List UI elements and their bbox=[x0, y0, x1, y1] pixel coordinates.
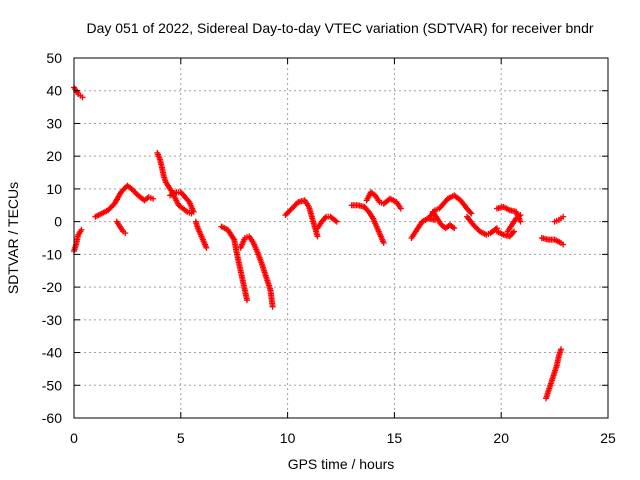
data-point bbox=[397, 205, 404, 212]
data-point bbox=[558, 346, 565, 353]
data-point bbox=[78, 226, 85, 233]
y-tick-label: -10 bbox=[42, 246, 62, 262]
y-tick-label: 30 bbox=[46, 115, 62, 131]
x-tick-label: 5 bbox=[177, 430, 185, 446]
data-point bbox=[150, 195, 157, 202]
data-point bbox=[203, 244, 210, 251]
data-point bbox=[511, 228, 518, 235]
data-point bbox=[333, 218, 340, 225]
series-s22 bbox=[551, 213, 567, 225]
y-tick-label: 40 bbox=[46, 83, 62, 99]
x-tick-label: 10 bbox=[280, 430, 296, 446]
series-s1 bbox=[71, 84, 86, 101]
axes bbox=[73, 57, 609, 419]
x-axis-label: GPS time / hours bbox=[288, 456, 395, 472]
data-series bbox=[71, 84, 567, 402]
data-point bbox=[269, 303, 276, 310]
data-point bbox=[451, 225, 458, 232]
x-tick-label: 15 bbox=[387, 430, 403, 446]
data-point bbox=[509, 229, 516, 236]
series-s3 bbox=[92, 182, 157, 220]
tick-labels: 0 5 10 15 20 25 -60 -50 -40 -30 -20 -10 0 10 20 30 40 50 bbox=[42, 50, 616, 446]
series-s10 bbox=[282, 197, 321, 240]
x-tick-label: 0 bbox=[70, 430, 78, 446]
data-point bbox=[314, 233, 321, 240]
data-point bbox=[122, 230, 129, 237]
series-s12 bbox=[348, 202, 387, 246]
data-point bbox=[79, 94, 86, 101]
series-s5 bbox=[154, 149, 195, 217]
series-s20 bbox=[504, 212, 524, 235]
y-tick-label: -60 bbox=[42, 410, 62, 426]
data-point bbox=[190, 208, 197, 215]
series-s8 bbox=[218, 223, 251, 304]
grid-lines bbox=[74, 58, 608, 418]
series-s6 bbox=[167, 189, 197, 215]
y-axis-label: SDTVAR / TECUs bbox=[5, 182, 21, 294]
series-s11 bbox=[314, 213, 340, 232]
x-tick-label: 20 bbox=[493, 430, 509, 446]
data-point bbox=[332, 217, 339, 224]
data-point bbox=[468, 210, 475, 217]
series-s4 bbox=[113, 218, 129, 237]
x-tick-label: 25 bbox=[600, 430, 616, 446]
data-point bbox=[560, 213, 567, 220]
data-point bbox=[244, 297, 251, 304]
y-tick-label: 50 bbox=[46, 50, 62, 66]
y-tick-label: -50 bbox=[42, 377, 62, 393]
y-tick-label: 20 bbox=[46, 148, 62, 164]
series-s19 bbox=[493, 228, 518, 240]
y-tick-label: -40 bbox=[42, 345, 62, 361]
y-tick-label: -30 bbox=[42, 312, 62, 328]
series-s21 bbox=[538, 235, 567, 248]
series-s9 bbox=[237, 233, 276, 310]
series-s15 bbox=[425, 192, 475, 222]
series-s13 bbox=[363, 189, 404, 212]
data-point bbox=[321, 214, 328, 221]
data-point bbox=[517, 212, 524, 219]
series-s23 bbox=[543, 346, 565, 402]
chart-title: Day 051 of 2022, Sidereal Day-to-day VTE… bbox=[86, 20, 593, 36]
series-s2 bbox=[71, 226, 85, 255]
data-point bbox=[560, 241, 567, 248]
data-point bbox=[517, 218, 524, 225]
y-tick-label: 10 bbox=[46, 181, 62, 197]
y-tick-label: 0 bbox=[54, 214, 62, 230]
data-point bbox=[467, 209, 474, 216]
series-s7 bbox=[192, 218, 210, 251]
data-point bbox=[380, 239, 387, 246]
series-s14 bbox=[408, 215, 438, 241]
y-tick-label: -20 bbox=[42, 279, 62, 295]
series-s16 bbox=[429, 208, 458, 232]
plot-frame bbox=[73, 57, 609, 419]
series-s17 bbox=[464, 213, 500, 238]
